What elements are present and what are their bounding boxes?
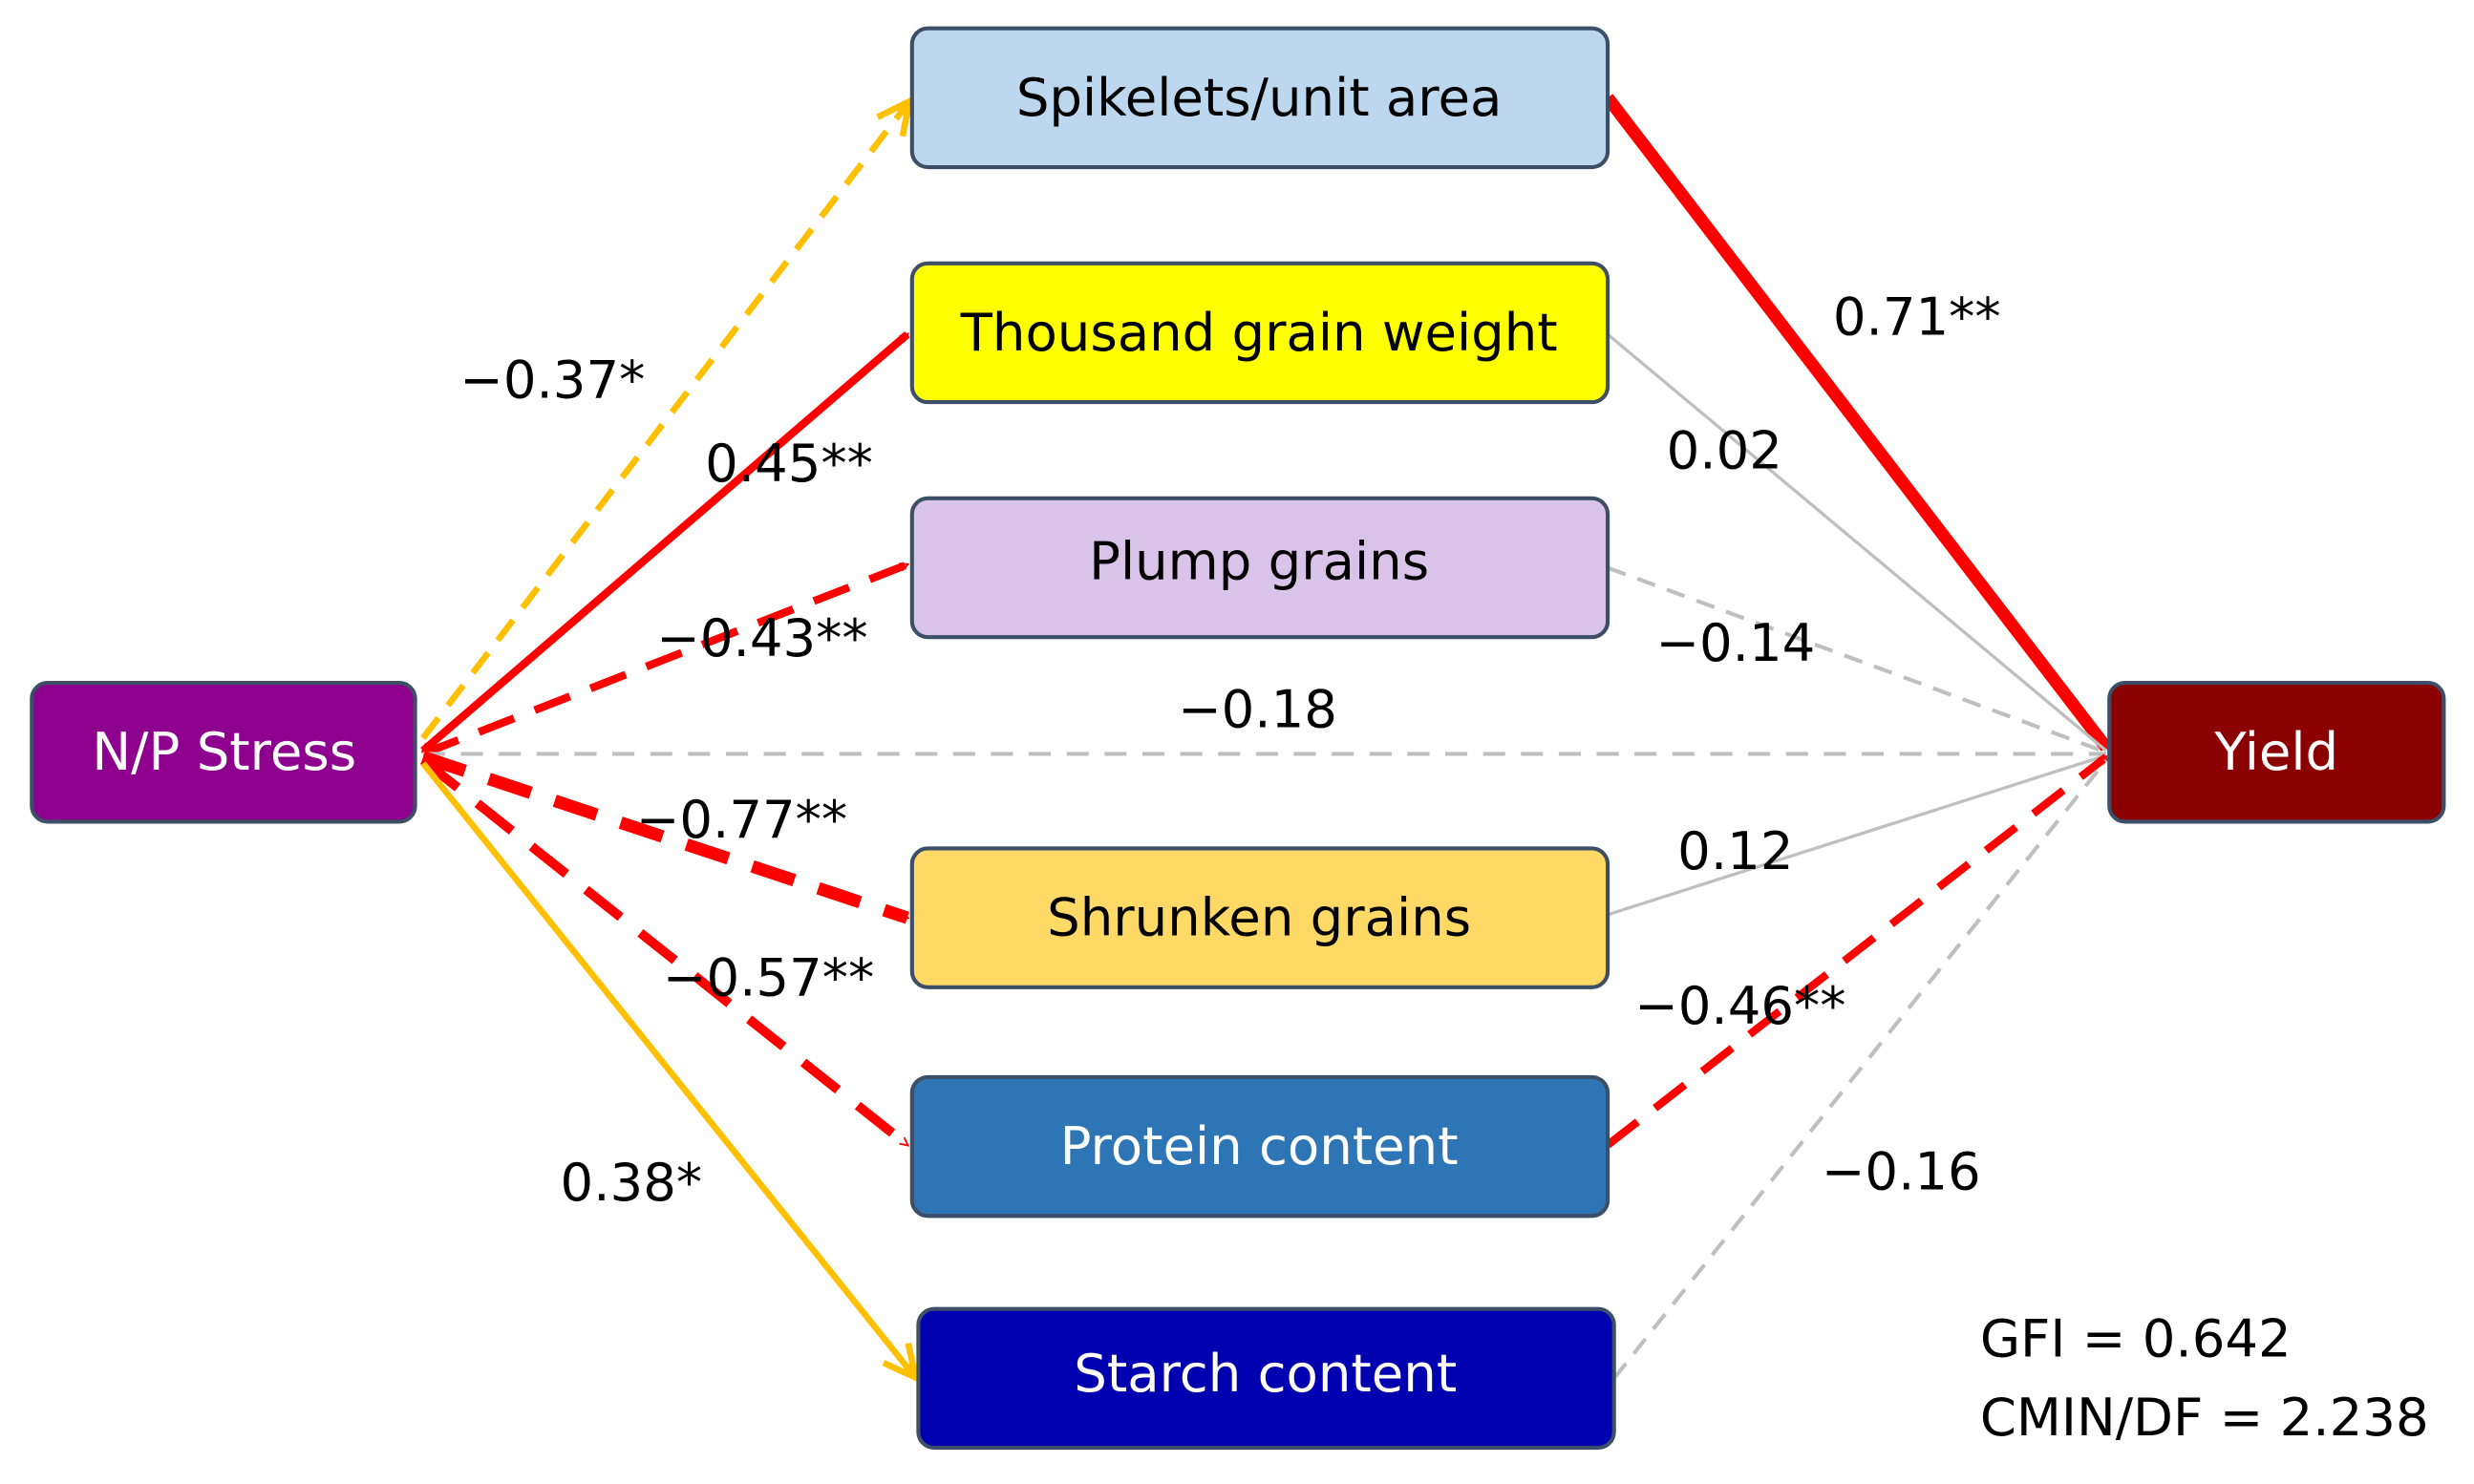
node-box xyxy=(909,846,1610,989)
edge-label: −0.46** xyxy=(1634,975,1845,1036)
arrow xyxy=(1605,753,2109,1149)
edge-label: 0.71** xyxy=(1833,286,2001,347)
edge-label: −0.43** xyxy=(656,607,867,668)
arrow xyxy=(420,751,910,924)
arrow xyxy=(420,761,921,1384)
edge-label: 0.12 xyxy=(1677,820,1793,881)
fit-stat: GFI = 0.642 xyxy=(1980,1307,2292,1368)
edge-label: 0.38* xyxy=(561,1152,703,1213)
node-label: Plump grains xyxy=(1089,530,1429,591)
arrow xyxy=(1607,753,2107,917)
node-box xyxy=(909,496,1610,640)
node-label: Thousand grain weight xyxy=(960,302,1558,363)
node-label: N/P Stress xyxy=(92,721,356,782)
edge-label: −0.57** xyxy=(663,946,874,1007)
fit-statistics: GFI = 0.642 CMIN/DF = 2.238 xyxy=(1980,1307,2429,1448)
arrow xyxy=(421,561,910,758)
edge-labels: −0.37* 0.45** −0.43** −0.18 −0.77** −0.5… xyxy=(459,286,2001,1213)
connectors xyxy=(419,94,2112,1384)
nodes: N/P Stress Spikelets/unit area Thousand … xyxy=(30,26,2446,1451)
arrow xyxy=(1602,94,2112,752)
node-label: Shrunken grains xyxy=(1047,887,1471,948)
arrow xyxy=(1607,565,2107,754)
node-label: Protein content xyxy=(1060,1115,1459,1177)
edge-label: −0.77** xyxy=(636,789,847,850)
node-box xyxy=(916,1306,1616,1451)
node-box xyxy=(909,261,1610,405)
node-label: Starch content xyxy=(1074,1343,1457,1404)
arrow xyxy=(420,330,910,754)
node-box xyxy=(909,1074,1610,1219)
node-box xyxy=(30,681,417,824)
arrow xyxy=(419,756,910,1149)
node-box xyxy=(2107,681,2446,824)
edge-label: −0.16 xyxy=(1822,1140,1981,1201)
node-box xyxy=(909,26,1610,170)
arrow xyxy=(1612,758,2108,1380)
fit-stat: CMIN/DF = 2.238 xyxy=(1980,1387,2429,1448)
edge-label: −0.37* xyxy=(459,349,645,410)
node-label: Yield xyxy=(2213,721,2338,782)
edge-label: −0.14 xyxy=(1655,612,1815,673)
edge-label: 0.45** xyxy=(705,433,873,494)
arrow xyxy=(1607,332,2107,753)
node-label: Spikelets/unit area xyxy=(1016,67,1503,128)
edge-label: 0.02 xyxy=(1667,420,1782,481)
edge-label: −0.18 xyxy=(1178,679,1337,740)
